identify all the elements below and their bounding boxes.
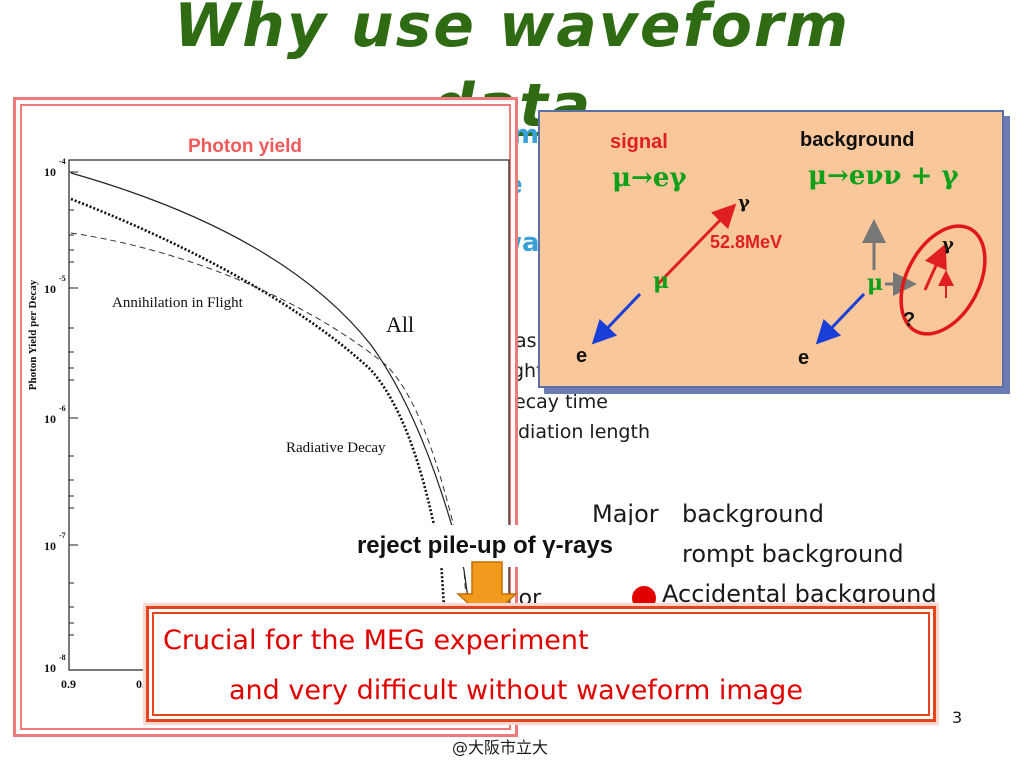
signal-background-diagram: signal background μ→eγ μ→eνν + γ μ γ 52.… [538,110,1004,388]
y-tick-group: 10 -4 10 -5 10 -6 10 -7 10 -8 [44,157,66,675]
bg-question: ? [903,309,915,331]
bg-fragment-background: background [682,500,824,528]
panel-title: Photon yield [188,136,302,157]
y-tick-2: 10 [44,282,56,296]
reject-pileup-label: reject pile-up of γ-rays [300,525,670,567]
y-tick-1-exp: -4 [59,157,66,166]
bg-fragment-ght: ght [512,360,544,382]
label-all: All [386,312,414,337]
bg-fragment-prompt: rompt background [682,540,904,568]
signal-electron-arrow [591,292,642,345]
signal-muon: μ [653,268,669,294]
y-tick-5-exp: -8 [59,653,66,662]
y-tick-5: 10 [44,661,56,675]
page-number: 3 [952,708,963,727]
crucial-line-2: and very difficult without waveform imag… [229,675,803,706]
bg-fragment-major: Major [592,500,659,528]
signal-gamma: γ [738,192,750,213]
bg-fragment-decay: ecay time [514,391,608,413]
title-line-1: Why use waveform [173,0,851,61]
x-tick-1: 0.9 [61,677,76,691]
footer-affiliation: @大阪市立大 [452,738,549,757]
bg-fragment-radiation: diation length [518,421,650,443]
bg-gamma: γ [942,234,954,255]
y-tick-3: 10 [44,412,56,426]
y-tick-4-exp: -7 [59,531,66,540]
label-radiative: Radiative Decay [286,440,386,456]
signal-process: μ→eγ [612,163,687,193]
y-tick-4: 10 [44,539,56,553]
diagram-svg: signal background μ→eγ μ→eνν + γ μ γ 52.… [576,129,987,369]
y-tick-1: 10 [44,165,56,179]
curve-annihilation [70,197,450,671]
pileup-circle [899,224,987,336]
label-annihilation: Annihilation in Flight [112,295,244,311]
bg-electron: e [798,347,809,369]
bg-gamma-arrow [923,243,947,291]
bg-muon: μ [867,270,883,296]
bg-fragment-accidental: Accidental background [662,580,937,608]
crucial-callout: Crucial for the MEG experiment and very … [146,606,936,722]
background-label: background [800,129,914,151]
y-tick-3-exp: -6 [59,404,66,413]
photon-yield-plot: Photon yield Photon Yield per Decay 10 -… [27,136,510,691]
energy-label: 52.8MeV [710,232,782,252]
x-tick-2: 0. [136,677,145,691]
bg-fragment-as: as [515,330,537,352]
signal-gamma-arrow [656,203,737,286]
signal-label: signal [610,131,668,153]
background-process: μ→eνν + γ [808,161,959,191]
y-tick-2-exp: -5 [59,274,66,283]
curve-all [70,172,479,671]
curve-radiative [70,232,472,671]
bg-electron-arrow [815,292,866,345]
y-axis-label: Photon Yield per Decay [27,279,39,390]
crucial-line-1: Crucial for the MEG experiment [163,625,589,656]
y-minor-ticks [69,171,78,636]
signal-electron: e [576,345,587,367]
